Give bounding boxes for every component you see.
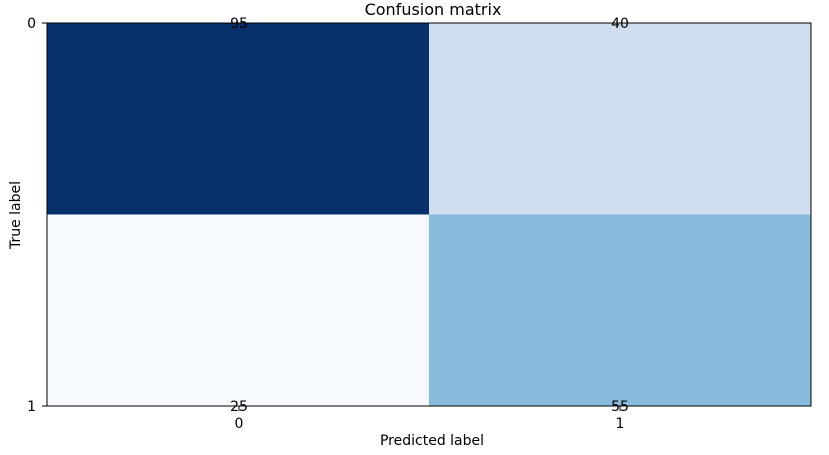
heatmap-cell-1-1 [429,214,811,406]
plot-frame [46,22,812,407]
chart-title: Confusion matrix [365,0,502,19]
x-tick-label-1: 1 [616,416,625,432]
heatmap-cell-0-0 [47,23,429,215]
x-axis-label: Predicted label [380,433,484,449]
cell-value-label-0-0: 95 [230,16,248,32]
heatmap-cell-0-1 [429,23,811,215]
y-axis: 0 1 True label [8,16,47,415]
cell-value-label-0-1: 40 [611,16,629,32]
y-axis-label: True label [8,181,24,250]
x-tick-label-0: 0 [235,416,244,432]
y-tick-label-1: 1 [27,399,36,415]
x-axis: 0 1 Predicted label [235,406,625,449]
heatmap-cell-1-0 [47,214,429,406]
y-tick-label-0: 0 [27,16,36,32]
